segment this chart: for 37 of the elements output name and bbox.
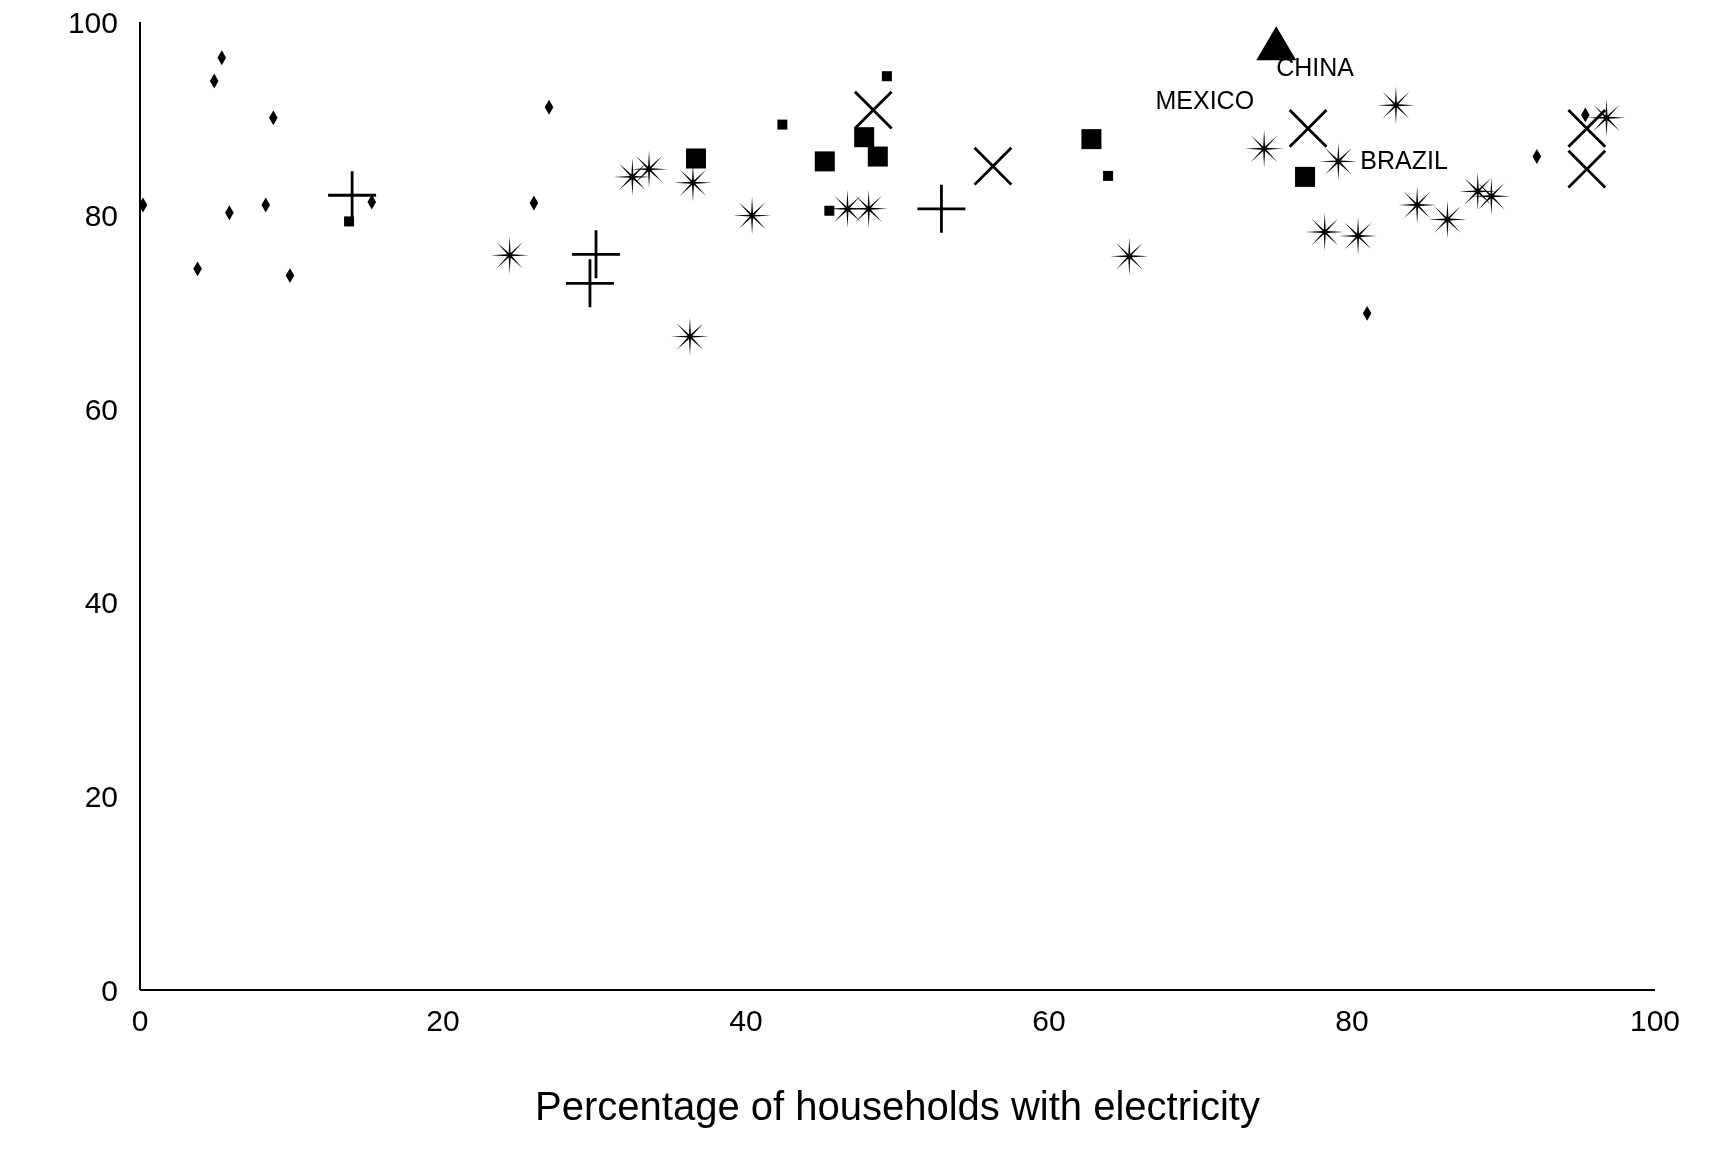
y-tick-label: 0: [101, 973, 118, 1007]
x-tick-label: 0: [131, 1004, 149, 1038]
point: [565, 259, 614, 308]
point: [1081, 129, 1102, 150]
point: [686, 148, 707, 169]
x-tick-label: 100: [1629, 1004, 1681, 1038]
x-tick-label: 40: [729, 1004, 763, 1038]
point: [1288, 109, 1328, 148]
point: [917, 184, 966, 233]
point: [1319, 142, 1358, 181]
y-tick-label: 40: [84, 586, 118, 620]
point: [814, 151, 835, 172]
point: [824, 205, 835, 216]
annotation: BRAZIL: [1360, 146, 1448, 175]
x-axis-title: Percentage of households with electricity: [535, 1084, 1260, 1128]
point: [853, 90, 893, 130]
point: [1295, 166, 1316, 187]
annotation: CHINA: [1276, 53, 1355, 82]
y-tick-label: 60: [84, 392, 118, 426]
point: [572, 230, 621, 279]
point: [867, 146, 888, 167]
x-tick-label: 80: [1335, 1004, 1369, 1038]
point: [1567, 109, 1607, 148]
point: [881, 71, 892, 82]
y-tick-label: 20: [84, 780, 118, 814]
y-tick-label: 80: [84, 199, 118, 233]
y-tick-label: 100: [67, 5, 118, 39]
x-tick-label: 60: [1032, 1004, 1066, 1038]
annotation: MEXICO: [1155, 85, 1255, 114]
point: [1103, 170, 1114, 181]
point: [973, 146, 1013, 186]
point: [854, 127, 875, 148]
point: [344, 216, 355, 227]
x-tick-label: 20: [426, 1004, 460, 1038]
point: [1567, 149, 1607, 189]
point: [1428, 200, 1467, 239]
point: [777, 119, 788, 130]
